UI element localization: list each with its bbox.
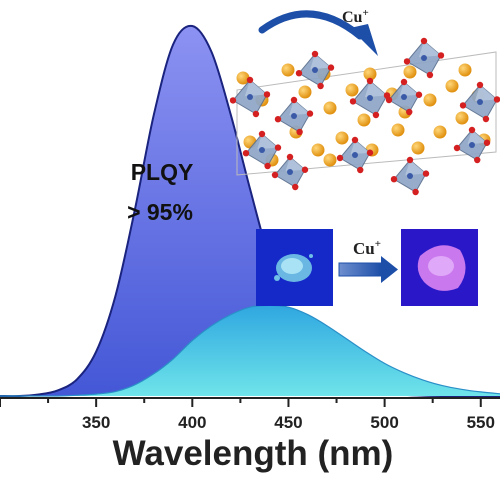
cation-sphere <box>445 79 459 93</box>
cation-sphere <box>433 125 447 139</box>
cation-sphere <box>403 65 417 79</box>
cation-sphere <box>323 153 337 167</box>
plqy-label: PLQY <box>131 159 194 185</box>
octahedron <box>229 76 271 118</box>
octahedron <box>271 153 309 191</box>
octahedron <box>459 81 500 123</box>
unit-cell-outline <box>236 51 497 176</box>
octahedron <box>336 136 374 174</box>
cation-sphere <box>281 63 295 77</box>
spectrum-area-undoped <box>0 25 500 397</box>
doping-arrow-straight <box>338 256 398 283</box>
octahedron <box>295 50 335 90</box>
cation-sphere <box>363 67 377 81</box>
cation-sphere <box>298 85 312 99</box>
x-tick-label: 550 <box>467 413 495 432</box>
x-tick-label: 500 <box>370 413 398 432</box>
cation-sphere <box>345 83 359 97</box>
cation-sphere <box>236 71 250 85</box>
cu-label-bottom: Cu+ <box>353 238 381 258</box>
octahedra <box>229 37 500 196</box>
octahedron <box>242 130 282 170</box>
x-axis-label: Wavelength (nm) <box>113 434 394 473</box>
cation-sphere <box>411 141 425 155</box>
x-tick-label: 350 <box>82 413 110 432</box>
octahedron <box>390 156 430 196</box>
cation-sphere <box>357 113 371 127</box>
octahedron <box>403 37 445 79</box>
cation-sphere <box>311 143 325 157</box>
cation-sphere <box>423 93 437 107</box>
cation-sphere <box>323 101 337 115</box>
cation-sphere <box>391 123 405 137</box>
octahedron <box>385 78 423 116</box>
plqy-value: > 95% <box>127 199 193 225</box>
octahedron <box>453 126 491 164</box>
cation-sphere <box>458 63 472 77</box>
spectrum-area-doped <box>0 305 500 397</box>
x-tick-label: 400 <box>178 413 206 432</box>
octahedron <box>274 96 314 136</box>
x-tick-label: 450 <box>274 413 302 432</box>
crystal-structure-illustration <box>229 37 500 196</box>
octahedron <box>349 77 391 119</box>
doping-arrow-curved <box>258 10 378 56</box>
cation-sphere <box>335 131 349 145</box>
photo-undoped <box>256 229 333 306</box>
cation-sphere <box>455 111 469 125</box>
x-axis-ticks: 350 400 450 500 550 <box>0 398 495 432</box>
cu-label-top: Cu+ <box>342 7 369 26</box>
spectrum-areas <box>0 24 500 398</box>
photo-doped <box>401 229 478 306</box>
